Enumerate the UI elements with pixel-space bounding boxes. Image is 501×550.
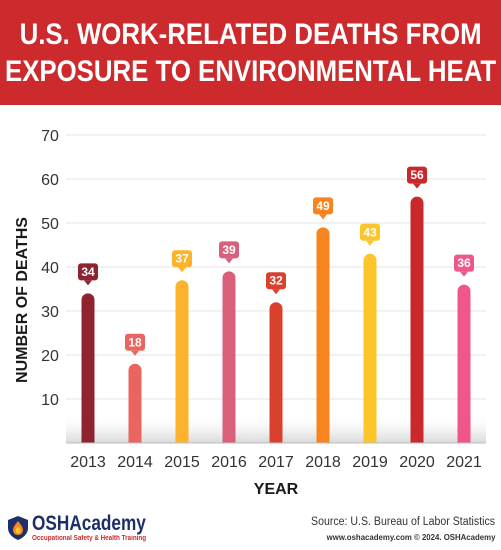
data-label-text: 36 bbox=[457, 256, 471, 270]
data-label-pointer bbox=[413, 183, 421, 189]
bar bbox=[410, 196, 424, 443]
data-label-box bbox=[125, 333, 145, 351]
data-label-pointer bbox=[84, 280, 92, 286]
source-note: Source: U.S. Bureau of Labor Statistics bbox=[310, 516, 495, 528]
title-banner: U.S. WORK-RELATED DEATHS FROM EXPOSURE T… bbox=[0, 0, 501, 105]
data-label-box bbox=[313, 197, 333, 215]
data-label: 36 bbox=[454, 254, 474, 277]
y-tick-label: 40 bbox=[41, 260, 59, 277]
bar bbox=[269, 302, 283, 443]
data-label: 37 bbox=[172, 250, 192, 273]
x-axis-label: YEAR bbox=[254, 481, 299, 498]
data-label-pointer bbox=[366, 240, 374, 246]
data-label: 18 bbox=[125, 333, 145, 356]
data-label-pointer bbox=[460, 271, 468, 277]
data-label-text: 56 bbox=[410, 168, 424, 182]
data-label-box bbox=[407, 166, 427, 184]
y-tick-label: 30 bbox=[41, 304, 59, 321]
x-tick-label: 2017 bbox=[258, 454, 294, 471]
shield-logo-icon bbox=[8, 516, 28, 540]
bars bbox=[81, 196, 471, 443]
y-axis-label: NUMBER OF DEATHS bbox=[14, 217, 31, 383]
data-label-box bbox=[172, 250, 192, 268]
data-label-box bbox=[266, 272, 286, 290]
y-tick-label: 60 bbox=[41, 172, 59, 189]
data-label: 39 bbox=[219, 241, 239, 264]
logo-tagline: Occupational Safety & Health Training bbox=[32, 535, 147, 542]
data-label: 56 bbox=[407, 166, 427, 189]
bar bbox=[363, 253, 377, 443]
chart-title-line-1: U.S. WORK-RELATED DEATHS FROM bbox=[19, 17, 482, 51]
bar bbox=[316, 227, 330, 443]
data-label-text: 39 bbox=[222, 243, 236, 257]
data-label-text: 49 bbox=[316, 199, 330, 213]
x-tick-label: 2018 bbox=[305, 454, 341, 471]
y-tick-label: 50 bbox=[41, 216, 59, 233]
data-label-text: 18 bbox=[128, 335, 142, 349]
x-tick-label: 2013 bbox=[70, 454, 106, 471]
oshacademy-logo: OSHAcademy Occupational Safety & Health … bbox=[6, 512, 146, 546]
bar bbox=[175, 280, 189, 443]
y-tick-label: 10 bbox=[41, 392, 59, 409]
bar bbox=[128, 363, 142, 443]
data-label-text: 43 bbox=[363, 225, 377, 239]
bar bbox=[81, 293, 95, 443]
data-label-pointer bbox=[225, 258, 233, 264]
data-label-pointer bbox=[131, 350, 139, 356]
data-label: 34 bbox=[78, 263, 98, 286]
data-label-box bbox=[78, 263, 98, 281]
x-tick-label: 2019 bbox=[352, 454, 388, 471]
data-label: 32 bbox=[266, 272, 286, 295]
y-tick-labels: 10 20 30 40 50 60 70 bbox=[41, 128, 59, 409]
y-tick-label: 70 bbox=[41, 128, 59, 145]
website-credit: www.oshacademy.com © 2024. OSHAcademy bbox=[326, 532, 495, 542]
data-label-pointer bbox=[178, 267, 186, 273]
data-label: 43 bbox=[360, 223, 380, 246]
y-tick-label: 20 bbox=[41, 348, 59, 365]
x-tick-label: 2020 bbox=[399, 454, 435, 471]
x-tick-label: 2016 bbox=[211, 454, 247, 471]
data-labels: 34 18 37 39 32 49 43 56 36 bbox=[78, 166, 474, 356]
data-label-text: 37 bbox=[175, 252, 189, 266]
bar bbox=[457, 284, 471, 443]
bar bbox=[222, 271, 236, 443]
data-label-text: 34 bbox=[81, 265, 95, 279]
x-tick-label: 2014 bbox=[117, 454, 153, 471]
data-label-box bbox=[454, 254, 474, 272]
data-label: 49 bbox=[313, 197, 333, 220]
x-tick-label: 2015 bbox=[164, 454, 200, 471]
chart-title-line-2: EXPOSURE TO ENVIRONMENTAL HEAT bbox=[4, 54, 497, 88]
data-label-pointer bbox=[319, 214, 327, 220]
x-tick-label: 2021 bbox=[446, 454, 482, 471]
data-label-box bbox=[219, 241, 239, 259]
data-label-box bbox=[360, 223, 380, 241]
data-label-text: 32 bbox=[269, 274, 283, 288]
x-tick-labels: 2013 2014 2015 2016 2017 2018 2019 2020 2021 bbox=[70, 454, 482, 471]
logo-wordmark: OSHAcademy bbox=[32, 512, 146, 535]
data-label-pointer bbox=[272, 289, 280, 295]
